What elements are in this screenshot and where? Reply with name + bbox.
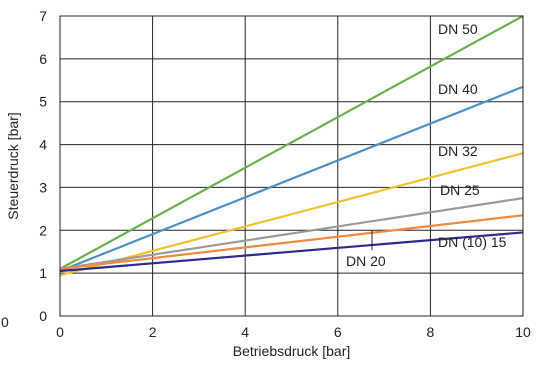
x-tick-label: 4 — [241, 324, 249, 340]
series-label: DN 32 — [438, 143, 478, 159]
y-tick-label: 2 — [39, 222, 47, 238]
y-tick-label: 5 — [39, 94, 47, 110]
x-tick-label: 2 — [149, 324, 157, 340]
y-tick-label: 4 — [39, 137, 47, 153]
series-line — [59, 197, 524, 270]
series-line — [59, 214, 524, 270]
y-tick-label: 0 — [39, 308, 47, 324]
series-line — [59, 152, 524, 277]
series-label: DN 50 — [438, 21, 478, 37]
x-tick-label: 10 — [515, 324, 531, 340]
x-axis-label: Betriebsdruck [bar] — [233, 343, 351, 359]
y-tick-label: 3 — [39, 179, 47, 195]
y-tick-label: 1 — [39, 265, 47, 281]
x-tick-label: 8 — [427, 324, 435, 340]
plot-frame — [59, 15, 524, 317]
series-lines — [59, 15, 524, 277]
y-tick-label: 6 — [39, 51, 47, 67]
x-tick-label: 0 — [56, 324, 64, 340]
series-label: DN 20 — [346, 253, 386, 269]
tick-labels: 0 2 4 6 8 10 0 1 2 3 4 5 6 7 — [39, 8, 531, 340]
series-labels: DN 50 DN 40 DN 32 DN 25 DN 20 DN (10) 15 — [346, 21, 507, 269]
series-label: DN (10) 15 — [438, 234, 507, 250]
series-line — [59, 85, 524, 273]
series-label: DN 40 — [438, 81, 478, 97]
y-axis-label: Steuerdruck [bar] — [5, 112, 21, 219]
series-line — [59, 231, 524, 273]
series-line — [59, 15, 524, 270]
stray-tick-label: 0 — [1, 314, 9, 330]
series-label: DN 25 — [440, 182, 480, 198]
grid — [60, 16, 523, 316]
x-tick-label: 6 — [334, 324, 342, 340]
y-tick-label: 7 — [39, 8, 47, 24]
